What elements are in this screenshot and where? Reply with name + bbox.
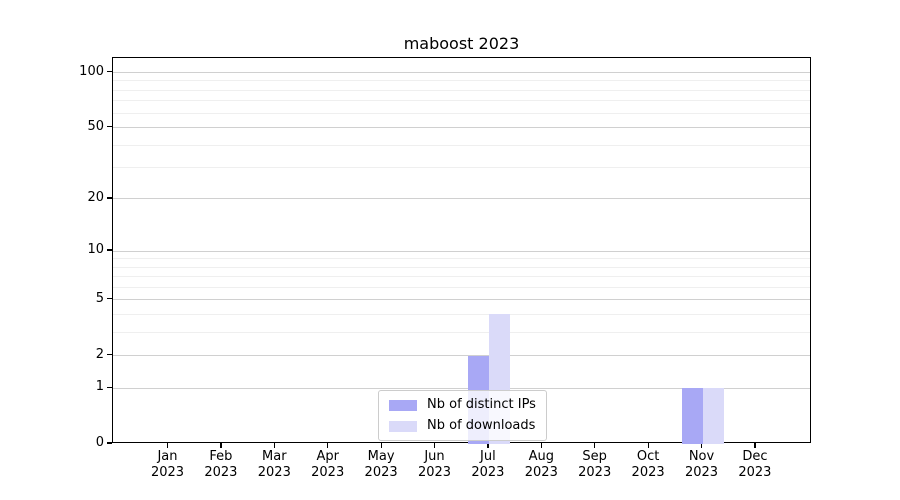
plot-area (112, 57, 811, 444)
x-tick-year: 2023 (738, 465, 772, 480)
y-tick-label-5: 5 (95, 290, 104, 306)
x-tick-mark-apr (327, 443, 329, 448)
x-tick-year: 2023 (471, 465, 505, 480)
y-tick-mark-20 (107, 197, 112, 199)
x-tick-label-jan: Jan 2023 (138, 449, 198, 481)
x-tick-month: Jun (424, 449, 445, 464)
gridline-minor-80 (113, 89, 810, 91)
legend-item-downloads: Nb of downloads (389, 418, 536, 434)
gridline-major-5 (113, 299, 810, 301)
gridline-major-2 (113, 355, 810, 357)
x-tick-mark-may (380, 443, 382, 448)
x-tick-mark-feb (220, 443, 222, 448)
x-tick-month: Oct (636, 449, 660, 464)
x-tick-month: Sep (582, 449, 607, 464)
y-tick-label-10: 10 (87, 242, 104, 257)
x-tick-mark-jun (433, 443, 436, 448)
y-tick-label-20: 20 (87, 189, 104, 205)
legend-swatch-downloads (389, 420, 417, 432)
x-tick-year: 2023 (364, 465, 398, 480)
legend-label-distinct-ips: Nb of distinct IPs (427, 397, 536, 412)
gridline-minor-6 (113, 286, 810, 288)
gridline-minor-9 (113, 258, 810, 260)
gridline-minor-60 (113, 112, 810, 114)
x-tick-year: 2023 (524, 465, 558, 480)
legend-swatch-distinct-ips (389, 399, 417, 411)
x-tick-label-dec: Dec 2023 (725, 449, 785, 481)
x-tick-label-feb: Feb 2023 (191, 449, 251, 481)
gridline-minor-70 (113, 100, 810, 102)
x-tick-label-apr: Apr 2023 (298, 449, 358, 481)
y-tick-mark-1 (107, 386, 112, 388)
gridline-minor-4 (113, 313, 810, 315)
legend: Nb of distinct IPs Nb of downloads (378, 390, 547, 441)
x-tick-month: Dec (742, 449, 768, 464)
y-tick-mark-5 (107, 298, 112, 300)
x-tick-mark-nov (700, 443, 703, 448)
x-tick-label-mar: Mar 2023 (244, 449, 304, 481)
y-tick-label-0: 0 (95, 435, 104, 450)
gridline-minor-7 (113, 276, 810, 278)
y-tick-label-1: 1 (95, 379, 104, 395)
gridline-minor-40 (113, 144, 810, 146)
gridline-minor-90 (113, 80, 810, 82)
x-tick-label-aug: Aug 2023 (511, 449, 571, 481)
gridline-major-1 (113, 387, 810, 389)
x-tick-year: 2023 (257, 465, 291, 480)
y-tick-mark-2 (107, 353, 112, 356)
x-tick-month: Aug (528, 449, 554, 464)
y-tick-label-2: 2 (95, 346, 104, 362)
gridline-minor-8 (113, 266, 810, 268)
x-tick-label-may: May 2023 (351, 449, 411, 481)
x-tick-year: 2023 (684, 465, 719, 480)
x-tick-label-sep: Sep 2023 (565, 449, 625, 481)
x-tick-mark-aug (540, 443, 542, 448)
y-tick-label-50: 50 (87, 118, 104, 134)
x-tick-month: Nov (688, 449, 715, 464)
bar-nb-of-distinct-ips-nov (681, 388, 703, 444)
legend-item-distinct-ips: Nb of distinct IPs (389, 397, 536, 413)
x-tick-month: Apr (316, 449, 339, 464)
gridline-major-10 (113, 250, 810, 252)
chart-title: maboost 2023 (403, 34, 520, 53)
x-tick-mark-dec (754, 443, 756, 448)
gridline-major-50 (113, 127, 810, 129)
x-tick-month: Jul (480, 449, 496, 464)
y-tick-mark-0 (107, 442, 112, 444)
x-tick-year: 2023 (578, 465, 612, 480)
x-tick-year: 2023 (204, 465, 238, 480)
y-tick-mark-10 (107, 249, 112, 251)
x-tick-label-jul: Jul 2023 (458, 449, 518, 481)
gridline-major-20 (113, 198, 810, 200)
gridline-major-100 (113, 72, 810, 74)
x-tick-mark-jul (487, 443, 489, 448)
bar-nb-of-downloads-nov (702, 388, 724, 444)
x-tick-label-jun: Jun 2023 (405, 449, 465, 481)
x-tick-year: 2023 (631, 465, 665, 480)
gridline-minor-3 (113, 331, 810, 333)
x-tick-mark-sep (594, 443, 596, 448)
y-tick-mark-50 (107, 125, 112, 128)
y-tick-mark-100 (107, 70, 112, 73)
x-tick-mark-jan (166, 443, 169, 448)
x-tick-month: Mar (262, 449, 287, 464)
x-tick-mark-mar (273, 443, 275, 448)
x-tick-month: Jan (157, 449, 178, 464)
y-tick-label-100: 100 (79, 63, 104, 79)
gridline-minor-30 (113, 167, 810, 169)
x-tick-year: 2023 (311, 465, 345, 480)
x-tick-month: May (367, 449, 395, 464)
x-tick-label-nov: Nov 2023 (672, 449, 732, 481)
legend-label-downloads: Nb of downloads (427, 418, 536, 433)
x-tick-mark-oct (647, 443, 649, 448)
x-tick-month: Feb (209, 449, 233, 464)
x-tick-label-oct: Oct 2023 (618, 449, 678, 481)
x-tick-year: 2023 (417, 465, 452, 480)
x-tick-year: 2023 (150, 465, 185, 480)
